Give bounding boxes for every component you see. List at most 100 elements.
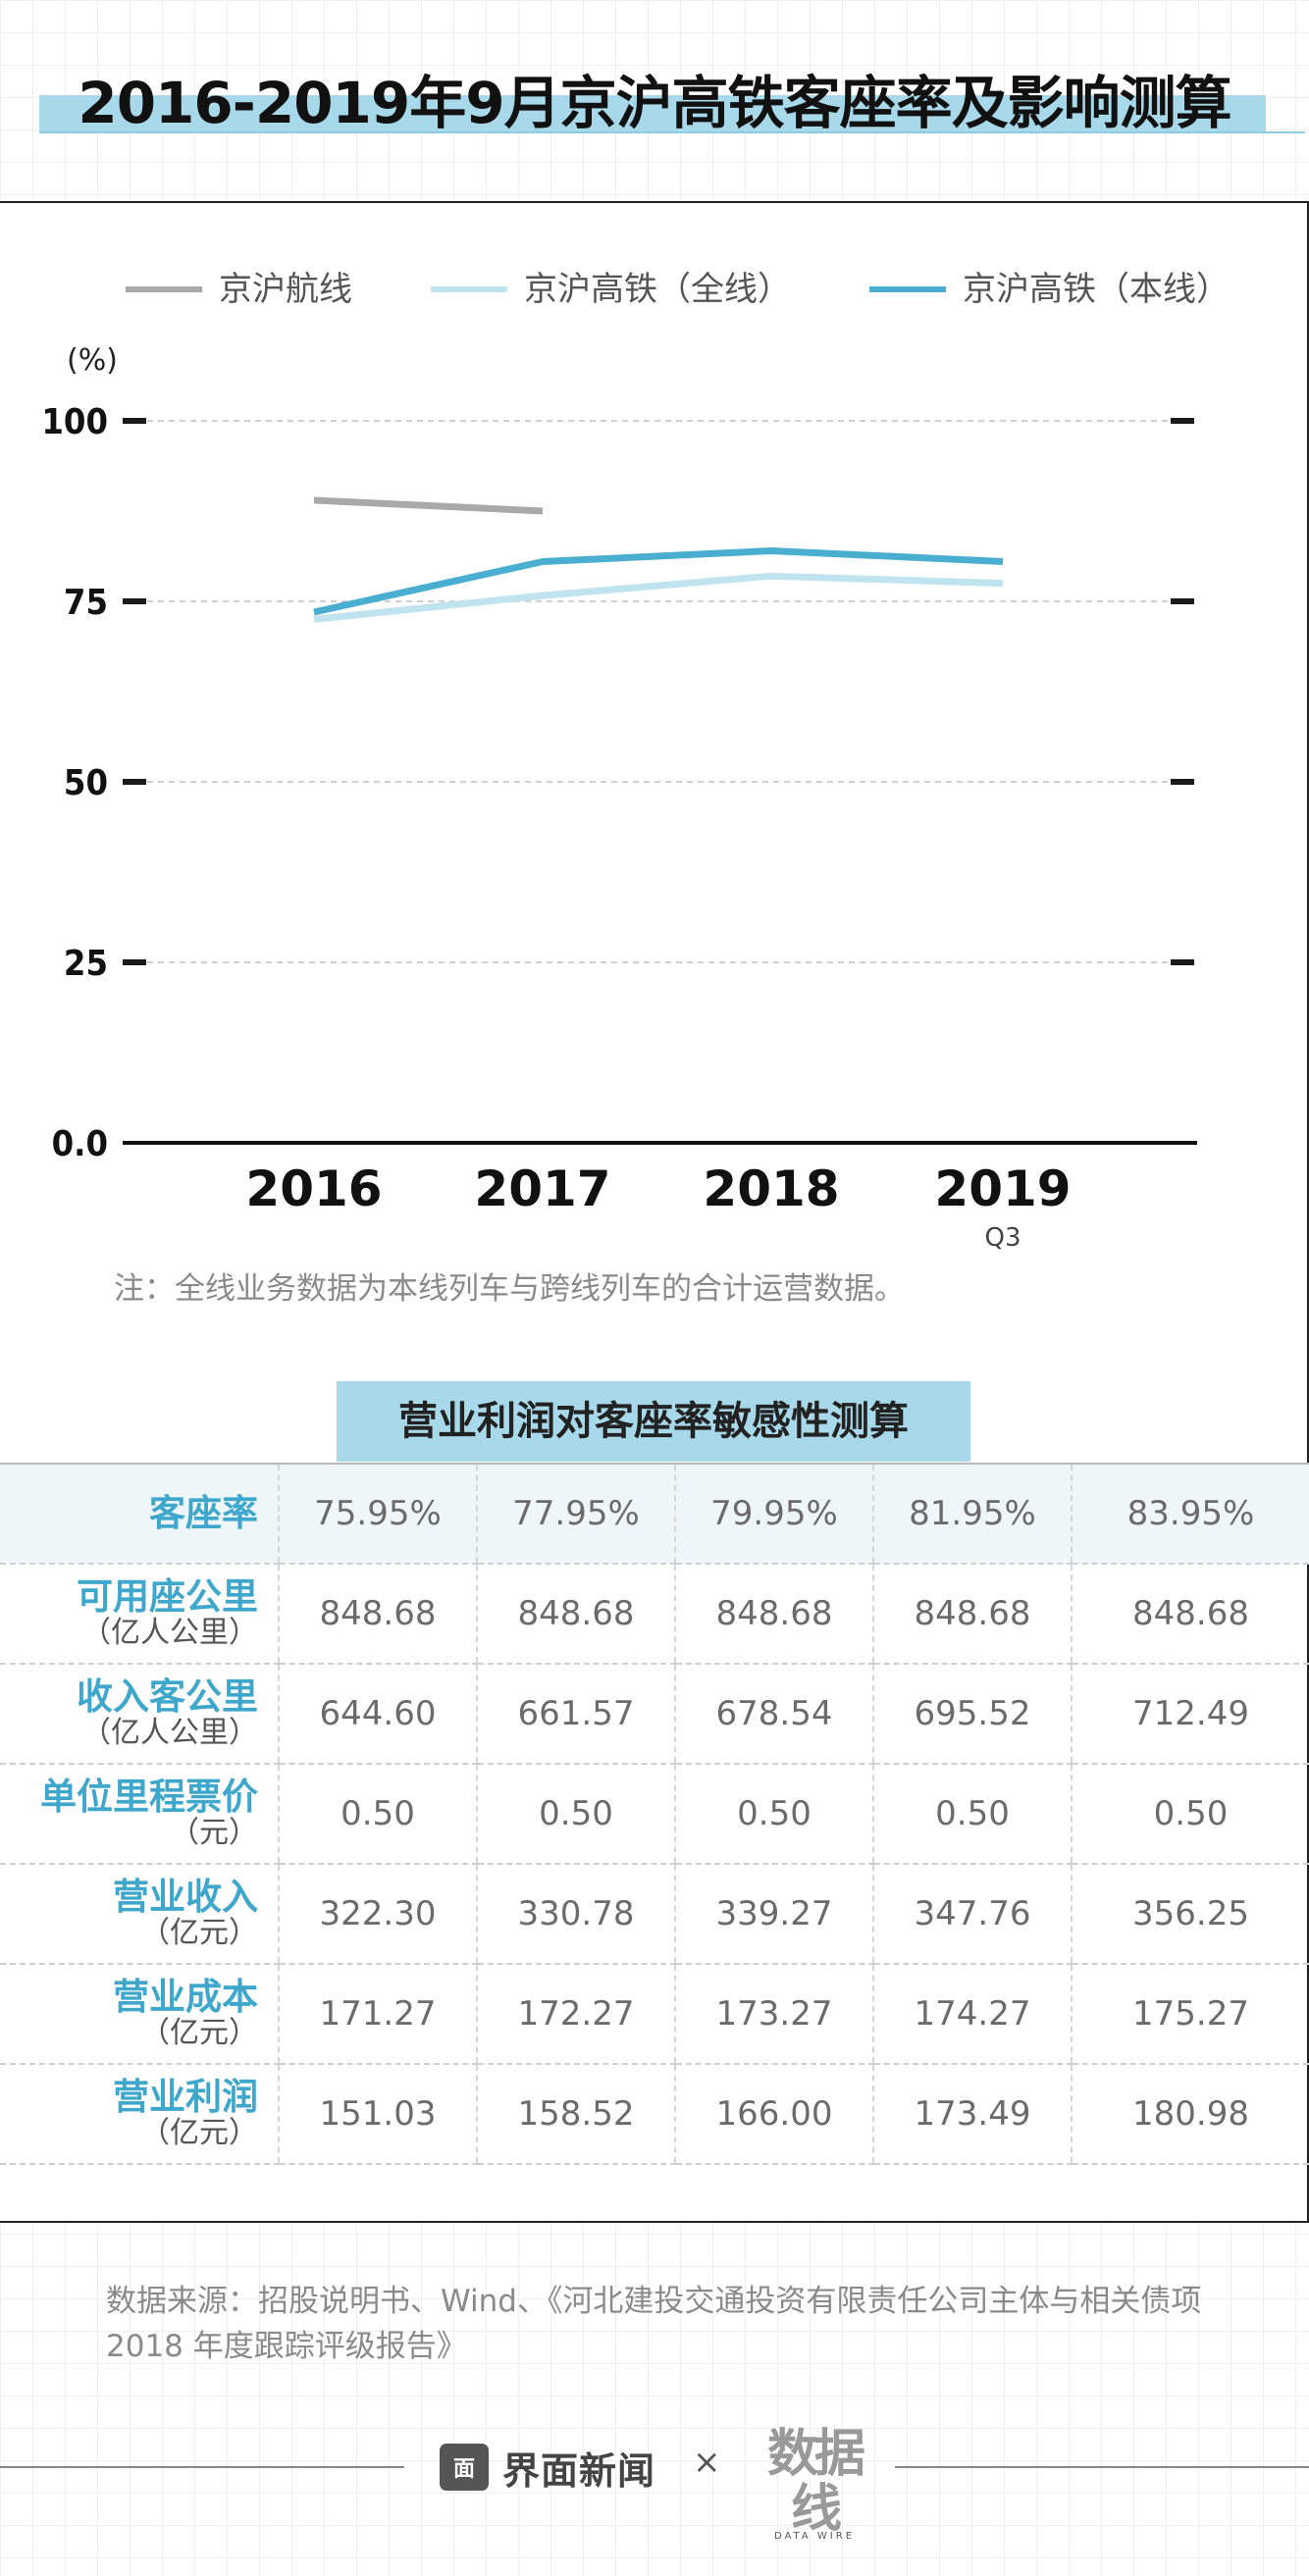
chart-note: 注：全线业务数据为本线列车与跨线列车的合计运营数据。: [114, 1271, 905, 1307]
row-header: 营业成本 （亿元）: [0, 1963, 279, 2065]
row-label: 营业收入: [113, 1876, 258, 1918]
table-cell: 158.52: [476, 2063, 675, 2165]
legend-label: 京沪高铁（全线）: [524, 270, 791, 309]
table-cell: 848.68: [872, 1563, 1072, 1665]
datawire-logo-text: 数据线: [766, 2424, 865, 2539]
x-tick-label: 2017: [474, 1160, 610, 1217]
title-band: [39, 95, 1266, 132]
x-tick-label: 2018: [703, 1160, 839, 1217]
series-line: [313, 496, 544, 515]
y-tick-label: 75: [64, 583, 108, 623]
jiemian-logo: 面 界面新闻: [440, 2440, 655, 2495]
table-cell: 661.57: [476, 1663, 675, 1765]
table-cell: 695.52: [872, 1663, 1072, 1765]
table-row: 收入客公里 （亿人公里） 644.60 661.57 678.54 695.52 712.4…: [0, 1663, 1309, 1765]
table-cell: 174.27: [872, 1963, 1072, 2065]
y-tick-label: 100: [41, 402, 108, 442]
data-source: 数据来源：招股说明书、Wind、《河北建投交通投资有限责任公司主体与相关债项 2…: [106, 2284, 1202, 2364]
table-cell: 0.50: [674, 1763, 873, 1865]
table-cell: 678.54: [674, 1663, 873, 1765]
table-cell: 180.98: [1071, 2063, 1309, 2165]
table-cell: 322.30: [278, 1863, 477, 1965]
page-title: 2016-2019年9月京沪高铁客座率及影响测算: [78, 70, 1231, 136]
table-cell: 0.50: [476, 1763, 675, 1865]
row-label: 营业利润: [113, 2076, 258, 2118]
row-unit: （亿元）: [140, 2116, 258, 2150]
sensitivity-table: 客座率 75.95% 77.95% 79.95% 81.95% 83.95% 可用座公里 （亿…: [0, 1463, 1309, 2165]
datawire-logo: 数据线 DATA WIRE: [746, 2424, 883, 2543]
row-header: 收入客公里 （亿人公里）: [0, 1663, 279, 1765]
y-tick-mark: [123, 598, 146, 604]
y-tick-label: 0.0: [52, 1124, 108, 1164]
table-cell: 330.78: [476, 1863, 675, 1965]
table-cell: 166.00: [674, 2063, 873, 2165]
row-label: 客座率: [149, 1492, 258, 1534]
table-row: 客座率 75.95% 77.95% 79.95% 81.95% 83.95%: [0, 1463, 1309, 1565]
table-cell: 347.76: [872, 1863, 1072, 1965]
table-cell: 172.27: [476, 1963, 675, 2065]
y-tick-label: 50: [64, 763, 108, 803]
y-tick-label: 25: [64, 944, 108, 984]
y-axis-unit: (%): [67, 343, 118, 378]
table-row: 营业利润 （亿元） 151.03 158.52 166.00 173.49 180.98: [0, 2063, 1309, 2165]
table-cell: 79.95%: [674, 1463, 873, 1565]
table-cell: 356.25: [1071, 1863, 1309, 1965]
y-tick-mark-right: [1171, 779, 1194, 785]
table-row: 可用座公里 （亿人公里） 848.68 848.68 848.68 848.68 848.6…: [0, 1563, 1309, 1665]
footer-rule-right: [895, 2466, 1309, 2468]
table-title: 营业利润对客座率敏感性测算: [337, 1381, 970, 1462]
row-header: 单位里程票价 （元）: [0, 1763, 279, 1865]
table-cell: 0.50: [1071, 1763, 1309, 1865]
table-cell: 0.50: [278, 1763, 477, 1865]
table-cell: 0.50: [872, 1763, 1072, 1865]
table-cell: 81.95%: [872, 1463, 1072, 1565]
legend-label: 京沪航线: [219, 270, 352, 309]
table-cell: 848.68: [278, 1563, 477, 1665]
y-tick-mark-right: [1171, 959, 1194, 965]
table-cell: 644.60: [278, 1663, 477, 1765]
table-cell: 175.27: [1071, 1963, 1309, 2065]
row-header: 营业收入 （亿元）: [0, 1863, 279, 1965]
table-cell: 848.68: [1071, 1563, 1309, 1665]
table-cell: 77.95%: [476, 1463, 675, 1565]
table-cell: 848.68: [674, 1563, 873, 1665]
series-line: [313, 572, 1004, 623]
row-header: 可用座公里 （亿人公里）: [0, 1563, 279, 1665]
table-row: 营业成本 （亿元） 171.27 172.27 173.27 174.27 175.27: [0, 1963, 1309, 2065]
row-unit: （亿人公里）: [81, 1716, 258, 1750]
row-unit: （亿元）: [140, 2016, 258, 2050]
table-cell: 848.68: [476, 1563, 675, 1665]
row-header: 营业利润 （亿元）: [0, 2063, 279, 2165]
series-line: [313, 547, 1004, 616]
x-tick-label: 2019: [934, 1160, 1071, 1217]
y-tick-mark: [123, 959, 146, 965]
table-cell: 75.95%: [278, 1463, 477, 1565]
collab-times: ×: [693, 2443, 721, 2482]
row-header: 客座率: [0, 1463, 279, 1565]
x-tick-label: 2016: [245, 1160, 382, 1217]
y-tick-mark: [123, 418, 146, 424]
x-tick-sublabel: Q3: [984, 1223, 1021, 1253]
row-label: 单位里程票价: [40, 1776, 258, 1818]
table-cell: 83.95%: [1071, 1463, 1309, 1565]
table-cell: 173.27: [674, 1963, 873, 2065]
y-tick-mark-right: [1171, 598, 1194, 604]
table-row: 营业收入 （亿元） 322.30 330.78 339.27 347.76 356.25: [0, 1863, 1309, 1965]
legend-label: 京沪高铁（本线）: [963, 270, 1230, 309]
title-rule: [39, 131, 1305, 133]
table-cell: 339.27: [674, 1863, 873, 1965]
jiemian-logo-icon: 面: [440, 2444, 489, 2491]
row-unit: （亿元）: [140, 1916, 258, 1950]
table-cell: 171.27: [278, 1963, 477, 2065]
row-label: 收入客公里: [77, 1675, 258, 1718]
table-cell: 151.03: [278, 2063, 477, 2165]
row-unit: （元）: [170, 1816, 258, 1850]
table-row: 单位里程票价 （元） 0.50 0.50 0.50 0.50 0.50: [0, 1763, 1309, 1865]
row-label: 可用座公里: [77, 1575, 258, 1618]
line-chart: 京沪航线 京沪高铁（全线） 京沪高铁（本线） (%) 0.0 25 50 75 100 2016 2…: [41, 270, 1230, 1253]
row-unit: （亿人公里）: [81, 1616, 258, 1650]
y-tick-mark: [123, 779, 146, 785]
row-label: 营业成本: [113, 1976, 258, 2018]
table-cell: 173.49: [872, 2063, 1072, 2165]
y-tick-mark-right: [1171, 418, 1194, 424]
